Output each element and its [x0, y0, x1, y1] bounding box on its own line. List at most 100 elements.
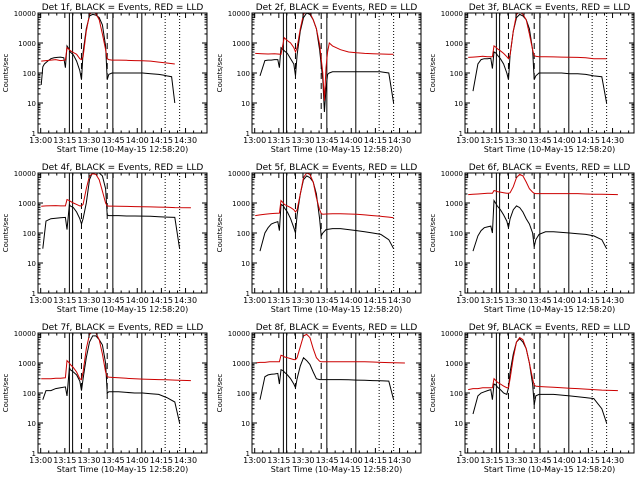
- y-tick-label: 1000: [445, 200, 463, 208]
- x-axis-label: Start Time (10-May-15 12:58:20): [484, 465, 615, 474]
- x-tick-label: 13:00: [243, 136, 266, 145]
- panel-det-3: 1 10 100 1000 10000 13:00 13:15 13:30 13:45 14:00…: [429, 3, 635, 154]
- y-tick-label: 100: [237, 390, 250, 398]
- x-axis-label: Start Time (10-May-15 12:58:20): [271, 145, 402, 154]
- y-axis-label: Counts/sec: [2, 54, 10, 93]
- x-tick-label: 13:15: [53, 136, 76, 145]
- y-tick-label: 1: [32, 290, 36, 298]
- y-tick-label: 10000: [228, 330, 250, 338]
- x-tick-label: 14:15: [150, 296, 173, 305]
- panel-title: Det 1f, BLACK = Events, RED = LLD: [42, 3, 204, 13]
- series-line-lld: [255, 13, 394, 101]
- x-tick-label: 13:30: [77, 456, 100, 465]
- series-line-events: [259, 356, 395, 400]
- x-tick-label: 14:30: [601, 136, 624, 145]
- y-axis-label: Counts/sec: [2, 214, 10, 253]
- x-tick-label: 13:45: [529, 136, 552, 145]
- y-tick-label: 10000: [441, 170, 463, 178]
- y-tick-label: 10: [27, 100, 36, 108]
- series-line-lld: [468, 173, 618, 196]
- panel-title: Det 6f, BLACK = Events, RED = LLD: [469, 163, 631, 173]
- x-tick-label: 14:30: [601, 456, 624, 465]
- y-tick-label: 1: [459, 130, 463, 138]
- x-tick-label: 13:45: [529, 456, 552, 465]
- y-tick-label: 1: [246, 450, 250, 458]
- x-tick-label: 14:15: [577, 136, 600, 145]
- x-tick-label: 14:15: [364, 456, 387, 465]
- x-tick-label: 13:15: [267, 136, 290, 145]
- x-tick-label: 13:45: [102, 456, 125, 465]
- x-tick-label: 14:00: [340, 456, 363, 465]
- x-tick-label: 13:00: [456, 296, 479, 305]
- y-tick-label: 1000: [232, 200, 250, 208]
- x-tick-label: 13:45: [102, 296, 125, 305]
- panel-title: Det 2f, BLACK = Events, RED = LLD: [256, 3, 418, 13]
- x-tick-label: 13:00: [243, 456, 266, 465]
- x-tick-label: 13:00: [243, 296, 266, 305]
- y-tick-label: 10: [454, 100, 463, 108]
- x-tick-label: 13:15: [53, 456, 76, 465]
- y-tick-label: 10: [454, 260, 463, 268]
- x-tick-label: 13:15: [480, 296, 503, 305]
- y-axis-label: Counts/sec: [216, 214, 224, 253]
- panel-det-1: 1 10 100 1000 10000 13:00 13:15 13:30 13:45 14:00…: [2, 3, 208, 154]
- y-tick-label: 1000: [18, 360, 36, 368]
- y-axis-label: Counts/sec: [216, 374, 224, 413]
- x-tick-label: 14:00: [126, 136, 149, 145]
- x-tick-label: 13:30: [77, 136, 100, 145]
- y-tick-label: 1000: [18, 40, 36, 48]
- y-tick-label: 100: [450, 390, 463, 398]
- panel-det-8: 1 10 100 1000 10000 13:00 13:15 13:30 13:45 14:00…: [216, 323, 422, 474]
- y-axis-label: Counts/sec: [429, 374, 437, 413]
- x-tick-label: 14:30: [601, 296, 624, 305]
- series-line-events: [259, 13, 395, 113]
- x-axis-label: Start Time (10-May-15 12:58:20): [57, 465, 188, 474]
- y-tick-label: 10000: [228, 170, 250, 178]
- y-tick-label: 100: [23, 230, 36, 238]
- y-tick-label: 1000: [232, 360, 250, 368]
- y-axis-label: Counts/sec: [216, 54, 224, 93]
- x-tick-label: 13:15: [480, 136, 503, 145]
- x-axis-label: Start Time (10-May-15 12:58:20): [57, 145, 188, 154]
- x-tick-label: 14:00: [340, 296, 363, 305]
- series-line-events: [42, 173, 181, 249]
- x-tick-label: 14:00: [340, 136, 363, 145]
- x-axis-label: Start Time (10-May-15 12:58:20): [57, 305, 188, 314]
- panel-det-4: 1 10 100 1000 10000 13:00 13:15 13:30 13:45 14:00…: [2, 163, 208, 314]
- y-tick-label: 1000: [232, 40, 250, 48]
- x-tick-label: 13:00: [29, 136, 52, 145]
- y-tick-label: 10: [27, 260, 36, 268]
- x-tick-label: 13:15: [480, 456, 503, 465]
- y-tick-label: 100: [450, 230, 463, 238]
- y-tick-label: 1: [32, 450, 36, 458]
- x-tick-label: 14:00: [126, 296, 149, 305]
- panel-det-7: 1 10 100 1000 10000 13:00 13:15 13:30 13:45 14:00…: [2, 323, 208, 474]
- x-tick-label: 13:00: [29, 456, 52, 465]
- y-tick-label: 1: [459, 290, 463, 298]
- y-tick-label: 1: [459, 450, 463, 458]
- x-tick-label: 14:15: [577, 456, 600, 465]
- series-line-lld: [41, 333, 191, 382]
- y-tick-label: 10000: [441, 10, 463, 18]
- y-axis-label: Counts/sec: [429, 214, 437, 253]
- x-tick-label: 13:30: [291, 136, 314, 145]
- y-tick-label: 10000: [14, 10, 36, 18]
- y-tick-label: 10000: [14, 170, 36, 178]
- y-tick-label: 10: [27, 420, 36, 428]
- series-line-events: [259, 175, 395, 252]
- x-axis-label: Start Time (10-May-15 12:58:20): [484, 305, 615, 314]
- y-tick-label: 1000: [18, 200, 36, 208]
- x-tick-label: 13:45: [316, 296, 339, 305]
- x-tick-label: 13:30: [291, 296, 314, 305]
- panel-title: Det 9f, BLACK = Events, RED = LLD: [469, 323, 631, 333]
- y-tick-label: 1: [246, 290, 250, 298]
- panel-title: Det 3f, BLACK = Events, RED = LLD: [469, 3, 631, 13]
- y-tick-label: 10: [454, 420, 463, 428]
- panel-title: Det 4f, BLACK = Events, RED = LLD: [42, 163, 204, 173]
- y-tick-label: 100: [23, 390, 36, 398]
- y-tick-label: 1: [246, 130, 250, 138]
- y-tick-label: 10000: [228, 10, 250, 18]
- y-tick-label: 100: [450, 70, 463, 78]
- y-tick-label: 100: [237, 230, 250, 238]
